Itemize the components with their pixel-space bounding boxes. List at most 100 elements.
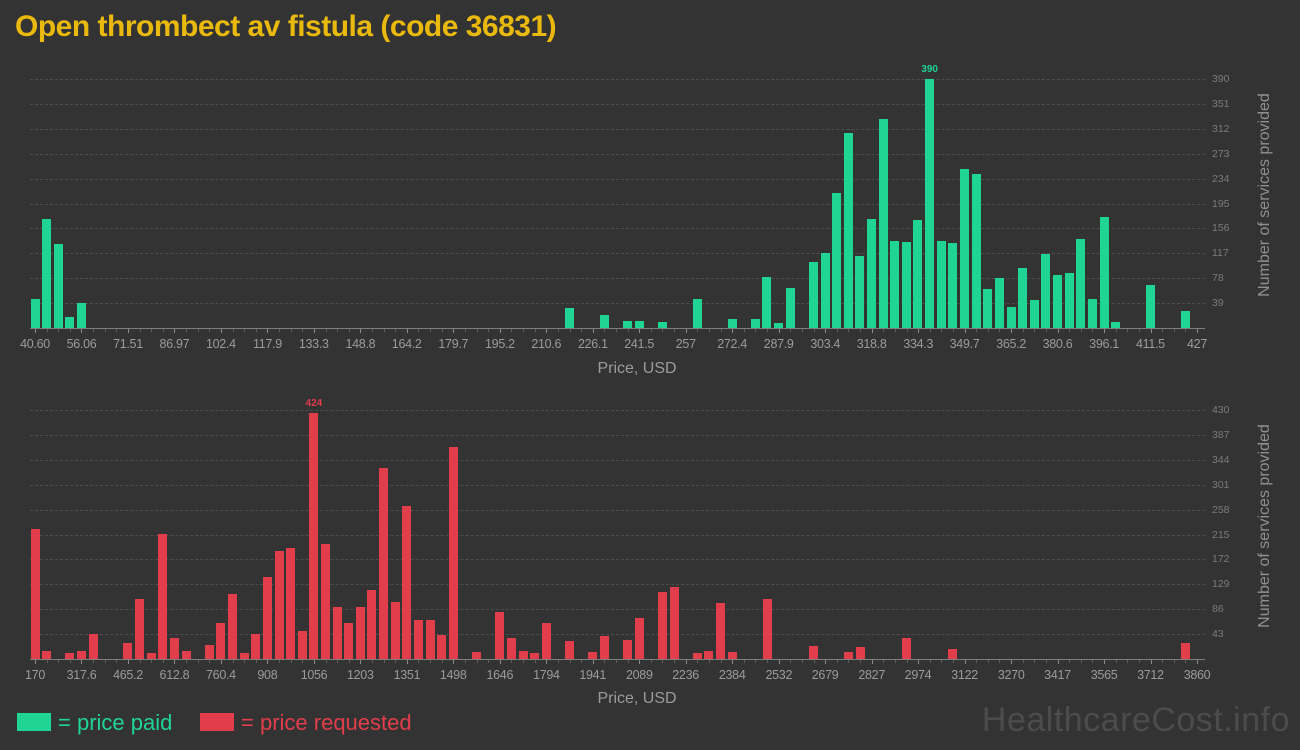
axis-tick [1115, 660, 1117, 663]
axis-tick [93, 329, 95, 332]
axis-tick [127, 329, 129, 333]
histogram-bar [820, 253, 830, 328]
axis-tick [162, 329, 164, 332]
histogram-bar [716, 603, 726, 659]
histogram-bar [843, 132, 853, 328]
histogram-bar [286, 548, 296, 659]
price-requested-yaxis-title: Number of services provided [1256, 424, 1273, 628]
histogram-bar [1052, 275, 1062, 328]
axis-tick [1185, 660, 1187, 663]
histogram-bar [983, 289, 993, 328]
histogram-bar [1041, 253, 1051, 328]
price-requested-legend-label: = price requested [241, 710, 412, 735]
page-title: Open thrombect av fistula (code 36831) [15, 10, 557, 43]
histogram-bar [692, 299, 702, 328]
histogram-bar [379, 468, 389, 659]
x-tick-label: 1203 [346, 668, 374, 682]
axis-tick [1069, 660, 1071, 663]
axis-tick [952, 660, 954, 663]
axis-tick [93, 660, 95, 663]
x-tick-label: 195.2 [485, 337, 515, 351]
x-tick-label: 380.6 [1042, 337, 1073, 351]
axis-tick [46, 660, 48, 663]
axis-tick [987, 329, 989, 332]
histogram-bar [390, 601, 400, 659]
y-tick-label: 129 [1212, 578, 1230, 591]
histogram-bar [588, 652, 598, 659]
x-tick-label: 241.5 [624, 337, 655, 351]
axis-tick [767, 329, 769, 332]
axis-tick [534, 329, 536, 332]
x-tick-label: 2827 [858, 668, 885, 682]
axis-tick [778, 329, 780, 333]
axis-tick [546, 329, 548, 333]
histogram-bar [135, 599, 145, 659]
axis-tick [313, 329, 315, 333]
axis-tick [383, 329, 385, 332]
axis-tick [151, 329, 153, 332]
axis-tick [127, 660, 129, 664]
axis-tick [569, 660, 571, 663]
y-tick-label: 86 [1212, 603, 1224, 616]
histogram-bar [727, 652, 737, 659]
grid-line [30, 459, 1205, 461]
axis-tick [813, 660, 815, 663]
histogram-bar [123, 642, 133, 659]
x-tick-label: 303.4 [810, 337, 841, 351]
axis-tick [232, 329, 234, 332]
histogram-bar [274, 550, 284, 659]
x-tick-label: 272.4 [717, 337, 747, 351]
y-tick-label: 234 [1212, 172, 1230, 185]
histogram-bar [657, 592, 667, 659]
x-tick-label: 760.4 [206, 668, 236, 682]
axis-tick [104, 329, 106, 332]
axis-tick [1197, 660, 1198, 664]
axis-tick [708, 660, 710, 663]
axis-tick [662, 660, 664, 663]
y-tick-label: 387 [1212, 428, 1230, 441]
axis-tick [348, 660, 350, 663]
axis-tick [430, 329, 432, 332]
axis-tick [58, 329, 60, 332]
axis-tick [244, 660, 246, 663]
histogram-bar [204, 644, 214, 659]
axis-tick [883, 660, 885, 663]
x-tick-label: 3417 [1044, 668, 1071, 682]
axis-tick [337, 329, 339, 332]
axis-tick [1197, 329, 1198, 333]
axis-tick [662, 329, 664, 332]
x-tick-label: 349.7 [949, 337, 980, 351]
axis-tick [453, 329, 455, 333]
axis-tick [685, 329, 687, 333]
histogram-bar [495, 612, 505, 659]
axis-tick [325, 660, 327, 663]
x-tick-label: 3122 [951, 668, 978, 682]
x-tick-label: 117.9 [253, 337, 282, 351]
x-tick-label: 287.9 [763, 337, 794, 351]
x-tick-label: 318.8 [856, 337, 887, 351]
axis-tick [418, 660, 420, 663]
axis-tick [267, 660, 269, 664]
histogram-bar [42, 650, 52, 659]
axis-tick [546, 660, 548, 664]
histogram-bar [890, 240, 900, 328]
histogram-bar [448, 447, 458, 659]
histogram-bar [332, 606, 342, 659]
histogram-bar [1111, 322, 1120, 328]
histogram-bar [809, 645, 819, 659]
histogram-bar [30, 529, 40, 659]
y-tick-label: 195 [1212, 197, 1230, 210]
axis-tick [279, 660, 281, 663]
axis-tick [174, 329, 176, 333]
axis-tick [627, 660, 629, 663]
histogram-bar [1006, 306, 1016, 328]
histogram-bar [425, 620, 435, 659]
histogram-bar [622, 320, 632, 328]
x-tick-label: 40.60 [20, 337, 50, 351]
y-tick-label: 43 [1212, 628, 1224, 641]
axis-tick [186, 329, 188, 332]
axis-tick [151, 660, 153, 663]
histogram-bar [971, 174, 981, 328]
axis-tick [697, 329, 699, 332]
histogram-bar [309, 413, 319, 659]
